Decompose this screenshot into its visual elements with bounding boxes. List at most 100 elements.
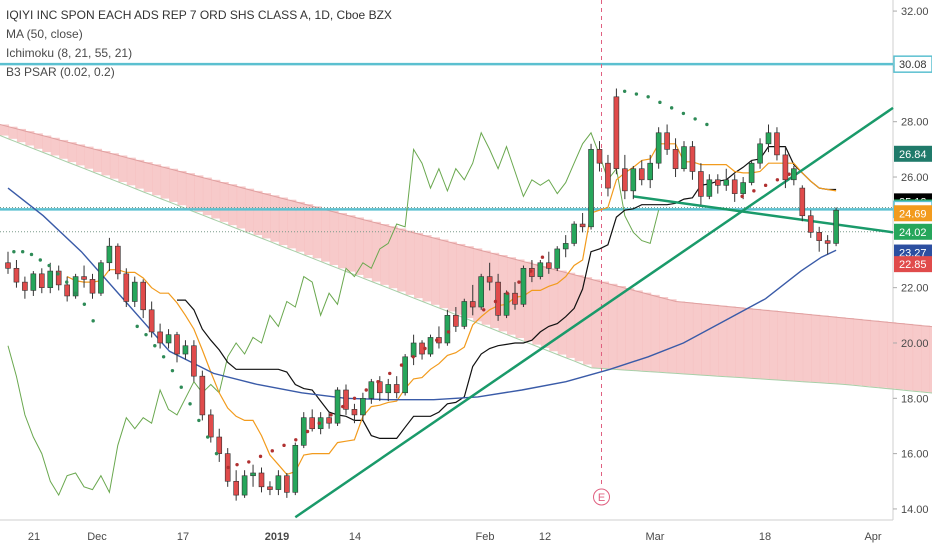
price-label: 24.69 [899,208,927,220]
candle-down [89,279,96,294]
ichimoku-cloud-segment [371,221,381,282]
legend-ichimoku[interactable]: Ichimoku (8, 21, 55, 21) [6,46,133,60]
ichimoku-cloud-segment [819,315,829,383]
candle-up [30,273,37,291]
candle-up [47,270,54,288]
candle-down [5,262,11,269]
candle-up [537,262,544,277]
ichimoku-cloud-segment [599,281,609,369]
ichimoku-cloud-segment [490,252,500,329]
psar-dot [226,465,230,470]
ichimoku-cloud-segment [540,266,550,348]
candle-up [706,179,713,197]
psar-dot [270,449,274,453]
psar-dot [529,269,533,273]
psar-dot [540,255,545,259]
ichimoku-cloud-segment [861,319,871,387]
ichimoku-cloud-segment [422,235,432,302]
candle-up [98,262,104,294]
candle-down [208,414,214,438]
psar-dot [622,89,627,93]
cloud-span-upper [0,124,932,328]
x-tick-label: 18 [759,531,771,543]
ichimoku-cloud-segment [811,314,821,383]
candle-down [453,315,459,327]
psar-dot [12,250,16,254]
lagging-span-line [7,131,660,497]
ichimoku-cloud-segment [515,259,525,338]
ichimoku-cloud-segment [895,323,905,390]
candle-down [486,276,493,283]
y-tick-label: 22.00 [901,283,929,295]
candle-down [799,187,806,217]
candle-up [520,267,527,305]
ichimoku-cloud-segment [219,182,229,222]
ichimoku-cloud-segment [794,313,804,382]
candle-down [199,375,206,416]
ichimoku-cloud-segment [42,135,52,153]
ichimoku-cloud-segment [67,142,77,163]
x-tick-label: Mar [646,531,665,543]
psar-dot [179,385,183,389]
candle-down [309,417,316,430]
ichimoku-cloud-segment [667,299,677,373]
ichimoku-cloud-segment [50,137,60,156]
psar-dot [247,460,251,464]
x-tick-label: 17 [177,531,189,543]
psar-dot [740,194,744,199]
ichimoku-cloud-segment [388,226,398,289]
x-tick-label: Dec [87,531,107,543]
candle-down [157,331,163,344]
psar-dot [317,421,321,425]
ichimoku-cloud-segment [507,257,517,335]
ichimoku-cloud-segment [16,128,26,143]
ichimoku-cloud-segment [338,212,348,269]
psar-dot [205,435,210,439]
ichimoku-cloud-segment [583,277,593,365]
candle-down [638,168,645,181]
psar-dot [399,363,404,367]
x-tick-label: 12 [539,531,551,543]
ichimoku-cloud-segment [456,243,466,315]
ichimoku-cloud-segment [735,307,745,378]
ichimoku-cloud-segment [143,162,153,192]
candle-up [647,162,654,181]
candle-down [284,475,290,493]
ichimoku-cloud-segment [591,279,601,368]
ichimoku-cloud-segment [321,208,331,262]
ichimoku-cloud-segment [498,255,508,332]
legend-ma[interactable]: MA (50, close) [6,27,83,41]
candle-down [216,436,223,454]
candle-up [740,182,746,194]
ichimoku-cloud-segment [676,301,686,374]
x-tick-label: 2019 [265,531,289,543]
chart-legend: IQIYI INC SPON EACH ADS REP 7 ORD SHS CL… [6,6,392,82]
ichimoku-cloud-segment [397,228,407,292]
candle-down [664,132,670,150]
ichimoku-cloud-segment [236,186,246,229]
ichimoku-cloud-segment [566,272,576,358]
candle-down [605,162,611,189]
price-label-badge [894,223,932,240]
ichimoku-cloud-segment [185,173,195,209]
ichimoku-cloud-segment [912,324,922,392]
ichimoku-cloud-segment [481,250,491,325]
legend-psar[interactable]: B3 PSAR (0.02, 0.2) [6,65,115,79]
ichimoku-cloud-segment [777,311,787,381]
ichimoku-cloud-segment [380,224,390,285]
ichimoku-cloud-segment [363,219,373,279]
psar-dot [282,443,286,448]
ichimoku-cloud-segment [126,157,136,186]
candle-up [562,243,569,250]
psar-dot [341,404,345,409]
ichimoku-cloud-segment [152,164,162,196]
ichimoku-cloud-segment [346,215,356,272]
candle-up [250,472,256,477]
y-tick-label: 16.00 [901,449,929,461]
candle-down [731,179,738,194]
falling-trendline [633,195,894,234]
psar-dot [752,189,756,193]
candle-up [300,417,307,446]
